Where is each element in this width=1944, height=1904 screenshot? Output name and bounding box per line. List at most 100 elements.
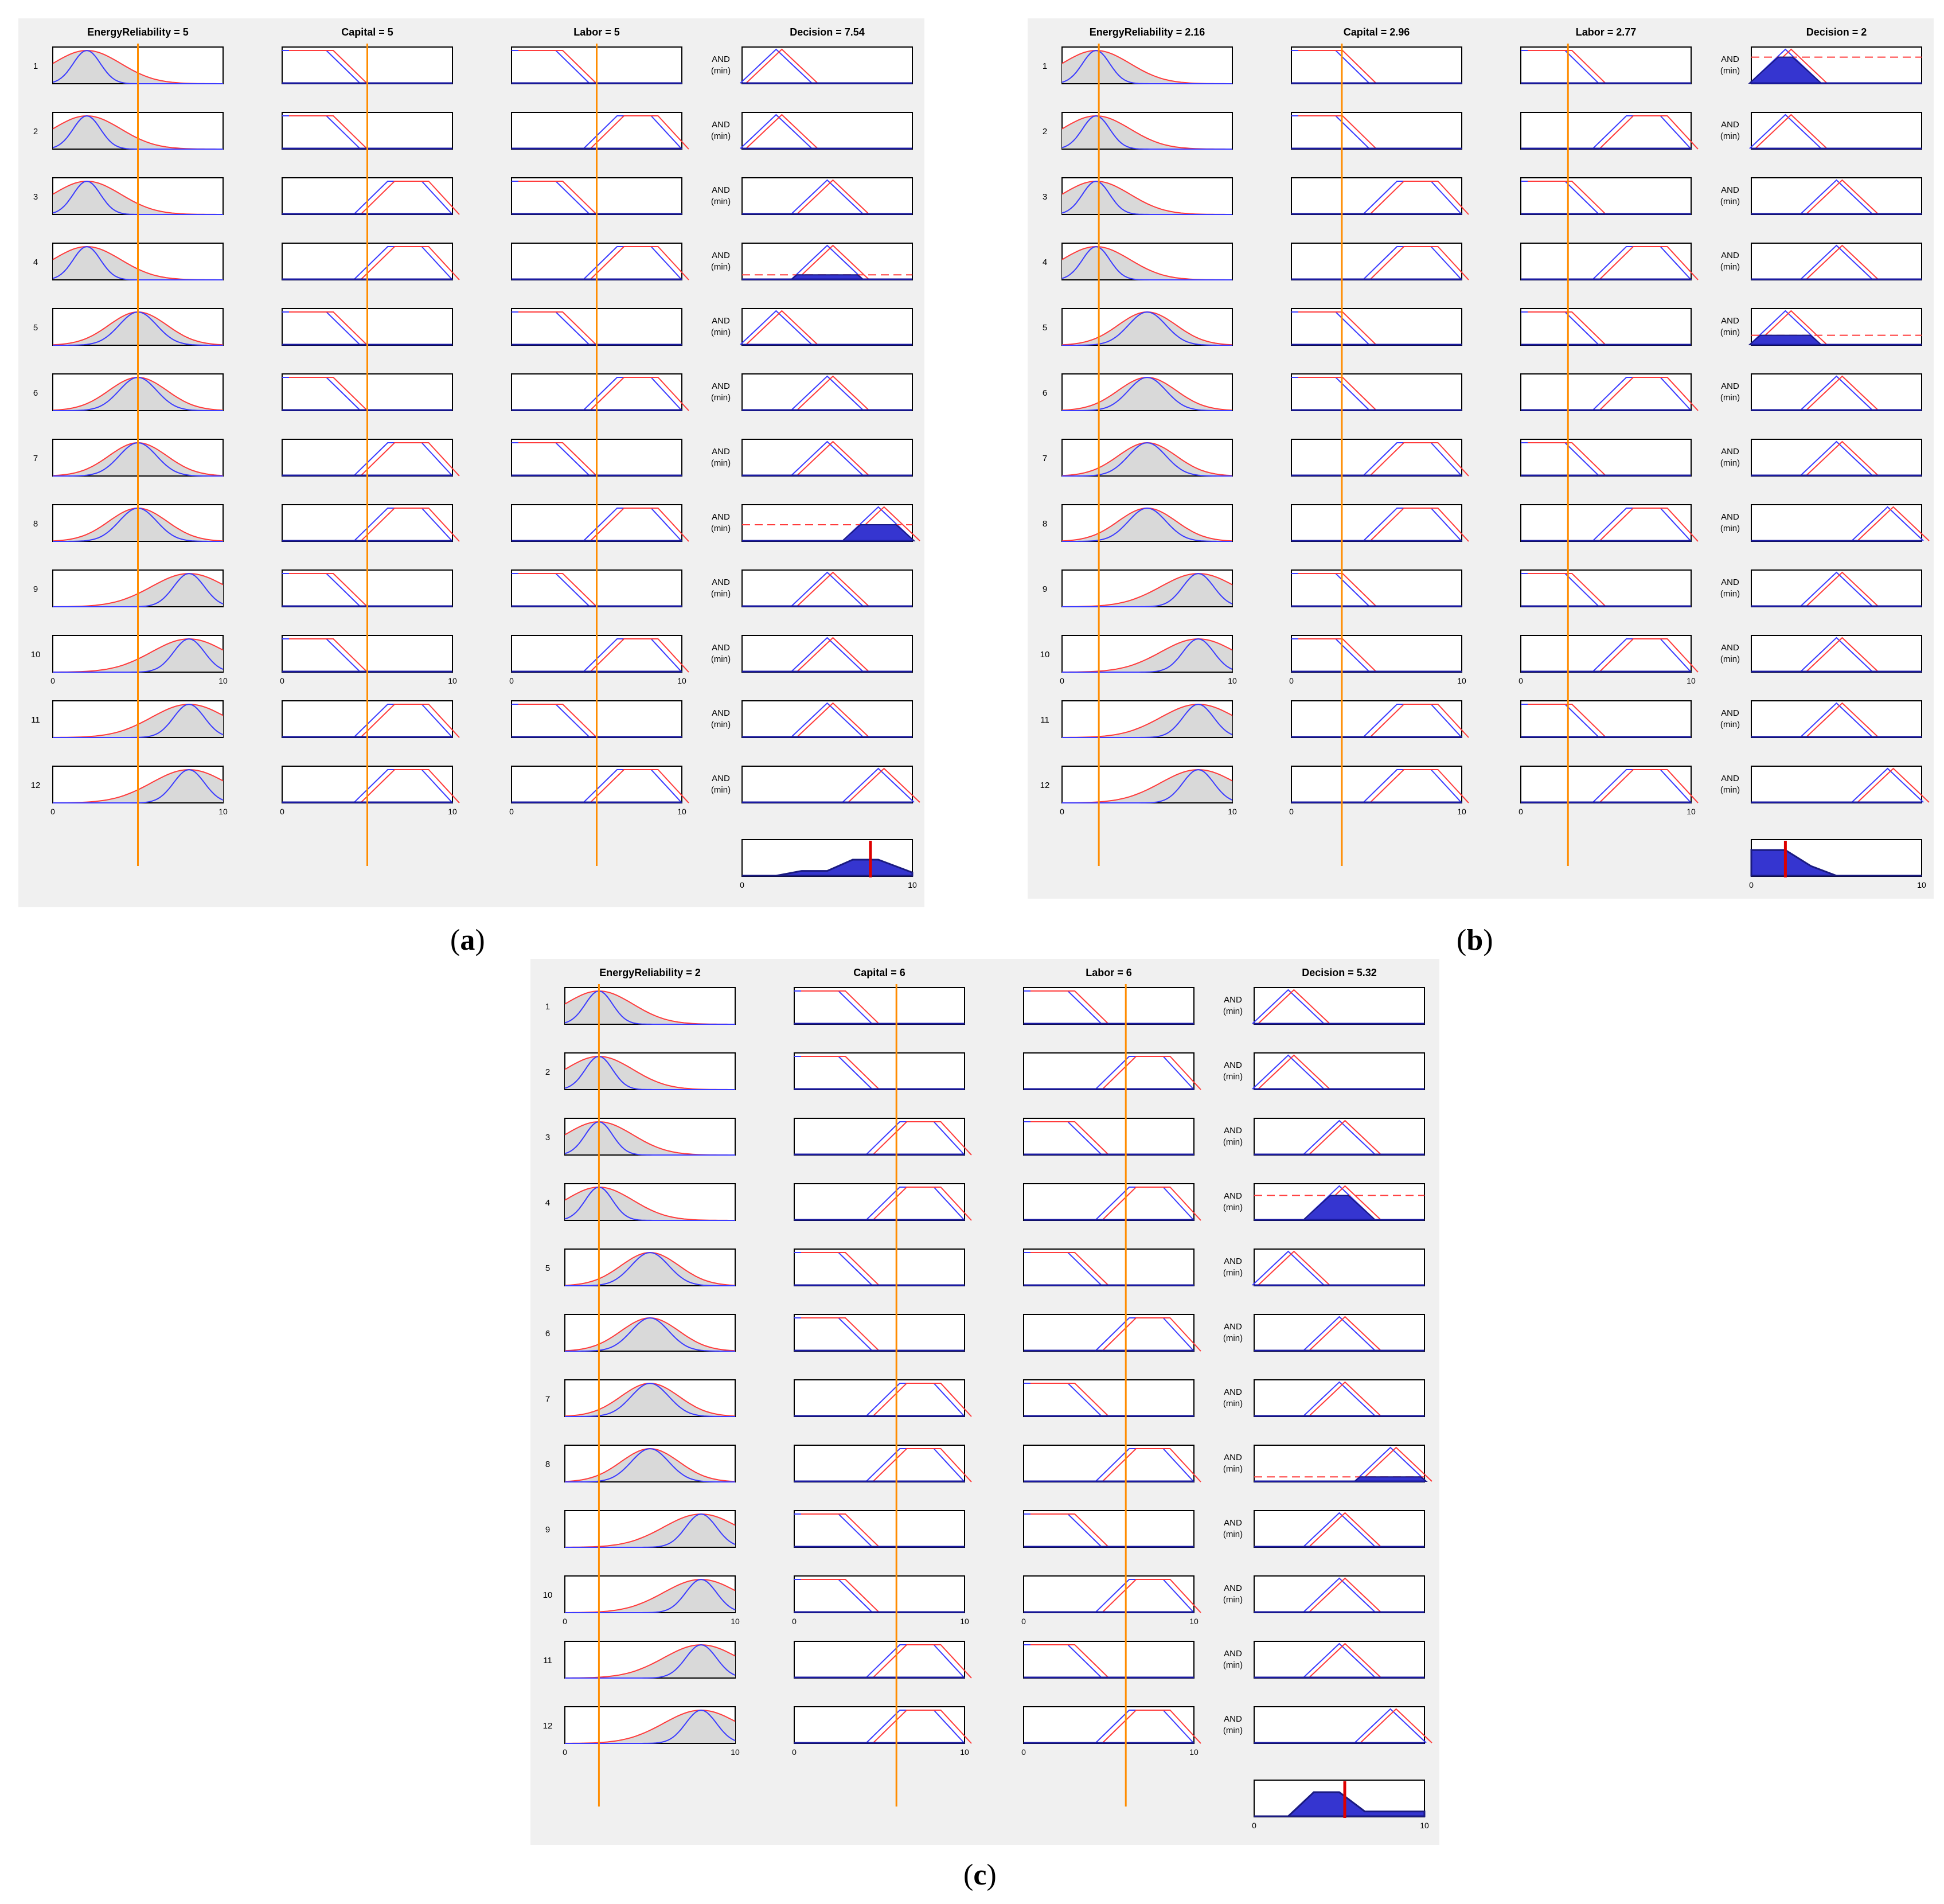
mf-line (1369, 508, 1469, 542)
mf-line (1030, 1252, 1110, 1286)
and-label: AND (712, 54, 730, 64)
rule-plot (1023, 1445, 1201, 1482)
rule-plot (1061, 439, 1233, 477)
mf-fill (1062, 377, 1232, 411)
rule-plot (1751, 569, 1922, 607)
axis-tick: 10 (1228, 807, 1237, 816)
and-label: AND (712, 512, 730, 522)
mf-fill (1062, 116, 1232, 149)
min-label: (min) (1223, 1268, 1243, 1278)
min-label: (min) (711, 654, 731, 664)
and-label: AND (1721, 708, 1739, 718)
plot-frame (1520, 243, 1692, 280)
mf-output (1309, 1577, 1381, 1613)
rule-plot (1254, 1445, 1432, 1482)
rule-plot (1252, 1248, 1425, 1286)
mf-output (1252, 1250, 1325, 1286)
rule-plot (1252, 1052, 1425, 1090)
mf-output (791, 702, 864, 738)
plot-frame (1520, 112, 1692, 150)
rule-plot (794, 1379, 972, 1417)
mf-line (1030, 1383, 1110, 1417)
plot-frame (741, 308, 913, 346)
mf-fill (53, 704, 223, 738)
rule-plot (1061, 700, 1233, 738)
mf-fill (1062, 704, 1232, 738)
mf-output (1303, 1119, 1376, 1155)
rule-plot (794, 1706, 972, 1744)
mf-curve (1062, 311, 1232, 346)
min-label: (min) (1223, 1660, 1243, 1670)
axis-tick: 10 (1687, 676, 1696, 685)
rule-plot (1023, 1183, 1201, 1221)
axis-tick: 10 (677, 676, 686, 685)
rule-plot (564, 1183, 736, 1221)
plot-frame (1751, 243, 1922, 280)
mf-output (791, 244, 864, 280)
mf-line (360, 181, 460, 215)
mf-output (791, 637, 864, 672)
min-label: (min) (711, 458, 731, 468)
rule-plot (1291, 177, 1469, 215)
mf-output (1749, 310, 1822, 345)
plot-frame (1291, 766, 1462, 803)
rule-number: 12 (543, 1721, 553, 1731)
plot-frame (1023, 1706, 1194, 1744)
mf-line (872, 1448, 972, 1482)
rule-number: 7 (545, 1394, 550, 1404)
mf-output (1800, 179, 1873, 214)
mf-line (1599, 638, 1699, 673)
mf-output (1800, 244, 1873, 280)
rule-plot (741, 504, 920, 542)
rule-number: 2 (545, 1067, 550, 1077)
mf-line (590, 508, 689, 542)
mf-line (1528, 573, 1607, 607)
rule-number: 11 (543, 1656, 552, 1665)
aggregate-plot (741, 839, 914, 877)
plot-frame (1023, 1445, 1194, 1482)
plot-frame (794, 1248, 965, 1286)
rule-plot (1254, 1641, 1425, 1679)
rule-number: 12 (31, 781, 41, 790)
rule-plot (1520, 243, 1699, 280)
min-label: (min) (1223, 1006, 1243, 1016)
mf-line (1599, 377, 1699, 411)
rule-viewer-a: EnergyReliability = 5 Capital = 5 Labor = … (31, 26, 920, 889)
min-label: (min) (1223, 1595, 1243, 1605)
rule-number: 6 (545, 1329, 550, 1339)
rule-plot (1751, 177, 1922, 215)
rule-number: 2 (1043, 127, 1047, 136)
plot-frame (1291, 46, 1462, 84)
mf-output (1309, 1119, 1381, 1155)
rule-plot (1520, 112, 1699, 150)
and-label: AND (1224, 1518, 1242, 1528)
mf-fill (1062, 50, 1232, 84)
min-label: (min) (1720, 589, 1740, 599)
mf-output (1309, 1642, 1381, 1678)
plot-frame (1520, 308, 1692, 346)
mf-curve (564, 1186, 735, 1221)
rule-plot (564, 987, 736, 1025)
rule-plot (1023, 1379, 1194, 1417)
mf-output (1806, 702, 1879, 738)
mf-output (740, 114, 813, 149)
rule-plot (511, 504, 689, 542)
rule-plot (564, 1641, 736, 1679)
rule-plot (1254, 1118, 1425, 1156)
mf-line (590, 769, 689, 803)
mf-fill (1062, 443, 1232, 476)
mf-line (1369, 442, 1469, 477)
mf-line (801, 1317, 880, 1352)
mf-output (1303, 1512, 1376, 1547)
plot-frame (1291, 177, 1462, 215)
mf-curve (1062, 638, 1233, 673)
plot-frame (1520, 504, 1692, 542)
rule-plot (564, 1575, 736, 1613)
rule-plot (1023, 1706, 1201, 1744)
mf-output (1258, 1250, 1330, 1286)
mf-line (360, 246, 460, 280)
and-label: AND (1721, 120, 1739, 130)
and-label: AND (1224, 1453, 1242, 1462)
and-label: AND (1224, 1060, 1242, 1070)
mf-line (1528, 50, 1607, 84)
